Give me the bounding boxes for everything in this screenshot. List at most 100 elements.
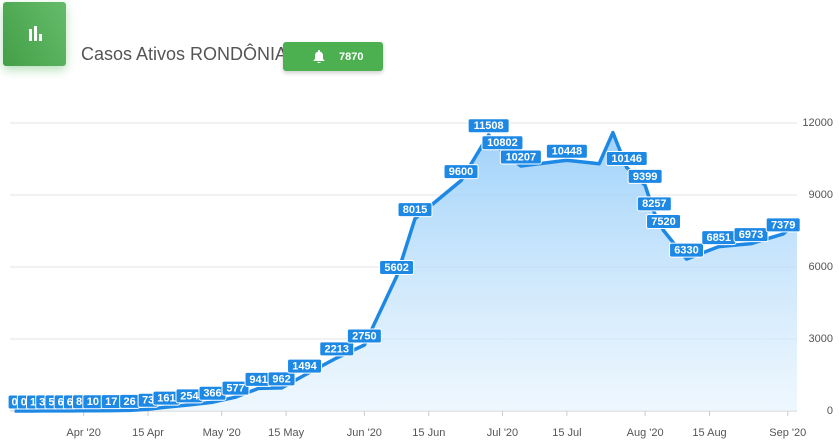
data-label: 11508 bbox=[467, 118, 510, 134]
y-tick-label: 12000 bbox=[802, 117, 833, 129]
data-label: 1494 bbox=[287, 358, 323, 374]
data-label-text: 3 bbox=[39, 396, 45, 408]
data-label: 161 bbox=[152, 390, 181, 406]
badge[interactable]: 7870 bbox=[283, 42, 383, 71]
data-label-box bbox=[319, 341, 355, 357]
data-label: 6851 bbox=[701, 230, 737, 246]
data-label-box bbox=[669, 242, 705, 258]
data-label-text: 7379 bbox=[771, 219, 795, 231]
data-label-box bbox=[499, 149, 542, 165]
data-label: 17 bbox=[100, 394, 122, 410]
data-label: 8257 bbox=[636, 196, 672, 212]
data-label: 366 bbox=[198, 385, 227, 401]
data-label-text: 10448 bbox=[552, 146, 583, 158]
data-label: 254 bbox=[175, 388, 204, 404]
data-label-text: 1494 bbox=[292, 361, 317, 373]
x-tick-label: May '20 bbox=[203, 427, 241, 439]
chart-icon bbox=[3, 2, 66, 66]
data-label-text: 9399 bbox=[633, 171, 657, 183]
data-label-text: 366 bbox=[203, 388, 221, 400]
data-label-box bbox=[646, 214, 682, 230]
data-label: 6330 bbox=[669, 242, 705, 258]
data-label-text: 941 bbox=[249, 374, 267, 386]
data-label-text: 7520 bbox=[651, 216, 675, 228]
data-label-box bbox=[627, 168, 663, 184]
data-label-box bbox=[636, 196, 672, 212]
data-label-box bbox=[346, 328, 382, 344]
data-label-text: 2750 bbox=[352, 330, 376, 342]
data-label-text: 5 bbox=[48, 396, 54, 408]
data-label-text: 6 bbox=[67, 396, 73, 408]
data-label: 10802 bbox=[481, 135, 524, 151]
data-label: 10448 bbox=[545, 143, 588, 159]
badge-value: 7870 bbox=[339, 51, 364, 63]
data-label: 10146 bbox=[605, 150, 648, 166]
data-label-text: 10146 bbox=[611, 153, 642, 165]
data-label: 9399 bbox=[627, 168, 663, 184]
data-label-text: 10207 bbox=[506, 151, 537, 163]
data-label: 2750 bbox=[346, 328, 382, 344]
data-label-text: 962 bbox=[272, 373, 290, 385]
data-label-text: 11508 bbox=[474, 120, 504, 132]
data-label-text: 0 bbox=[12, 396, 18, 408]
data-label-text: 8257 bbox=[642, 198, 666, 210]
x-tick-label: 15 Aug bbox=[692, 427, 726, 439]
x-tick-label: Aug '20 bbox=[627, 427, 664, 439]
title: Casos Ativos RONDÔNIA bbox=[81, 44, 288, 64]
data-label-text: 10 bbox=[87, 396, 99, 408]
x-tick-label: Sep '20 bbox=[769, 427, 806, 439]
data-label-text: 6851 bbox=[707, 232, 731, 244]
data-label: 7379 bbox=[765, 217, 801, 233]
data-label: 8015 bbox=[397, 202, 433, 218]
data-label-text: 9600 bbox=[449, 166, 473, 178]
data-label: 6973 bbox=[733, 227, 769, 243]
data-label: 10 bbox=[82, 394, 104, 410]
data-label-text: 2213 bbox=[325, 343, 349, 355]
data-label-text: 73 bbox=[142, 395, 154, 407]
data-label: 2213 bbox=[319, 341, 355, 357]
y-tick-label: 3000 bbox=[809, 333, 833, 345]
x-tick-label: Apr '20 bbox=[66, 427, 101, 439]
data-label-text: 6330 bbox=[674, 244, 698, 256]
data-label: 577 bbox=[221, 380, 250, 396]
data-label-text: 6973 bbox=[739, 229, 763, 241]
data-label: 962 bbox=[267, 371, 296, 387]
x-tick-label: 15 Jun bbox=[412, 427, 445, 439]
x-tick-label: 15 May bbox=[268, 427, 305, 439]
y-tick-label: 0 bbox=[827, 405, 833, 417]
data-label-text: 26 bbox=[124, 396, 136, 408]
bell-icon bbox=[313, 50, 325, 63]
data-label-text: 0 bbox=[21, 396, 27, 408]
data-label-box bbox=[733, 227, 769, 243]
data-label-box bbox=[443, 164, 479, 180]
data-label-text: 8 bbox=[76, 396, 82, 408]
data-label: 9600 bbox=[443, 164, 479, 180]
data-label-box bbox=[267, 371, 296, 387]
data-label: 10207 bbox=[499, 149, 542, 165]
y-tick-label: 9000 bbox=[809, 189, 833, 201]
data-label-text: 254 bbox=[180, 390, 199, 402]
icon-glyph bbox=[29, 26, 42, 41]
data-label-box bbox=[379, 260, 415, 276]
y-tick-label: 6000 bbox=[809, 261, 833, 273]
data-label-text: 8015 bbox=[403, 204, 427, 216]
x-tick-label: 15 Jul bbox=[552, 427, 581, 439]
data-label-text: 5602 bbox=[384, 262, 408, 274]
x-tick-label: 15 Apr bbox=[132, 427, 164, 439]
data-label: 5602 bbox=[379, 260, 415, 276]
data-label-text: 17 bbox=[105, 396, 117, 408]
data-label-text: 577 bbox=[226, 383, 244, 395]
data-label-text: 1 bbox=[30, 396, 36, 408]
data-label-text: 161 bbox=[157, 393, 175, 405]
data-label-text: 10802 bbox=[487, 137, 518, 149]
data-label-box bbox=[765, 217, 801, 233]
data-label: 941 bbox=[244, 371, 273, 387]
data-label-box bbox=[605, 150, 648, 166]
data-label-box bbox=[397, 202, 433, 218]
data-label-box bbox=[221, 380, 250, 396]
data-label-box bbox=[545, 143, 588, 159]
x-tick-label: Jun '20 bbox=[347, 427, 382, 439]
data-label-box bbox=[467, 118, 510, 134]
